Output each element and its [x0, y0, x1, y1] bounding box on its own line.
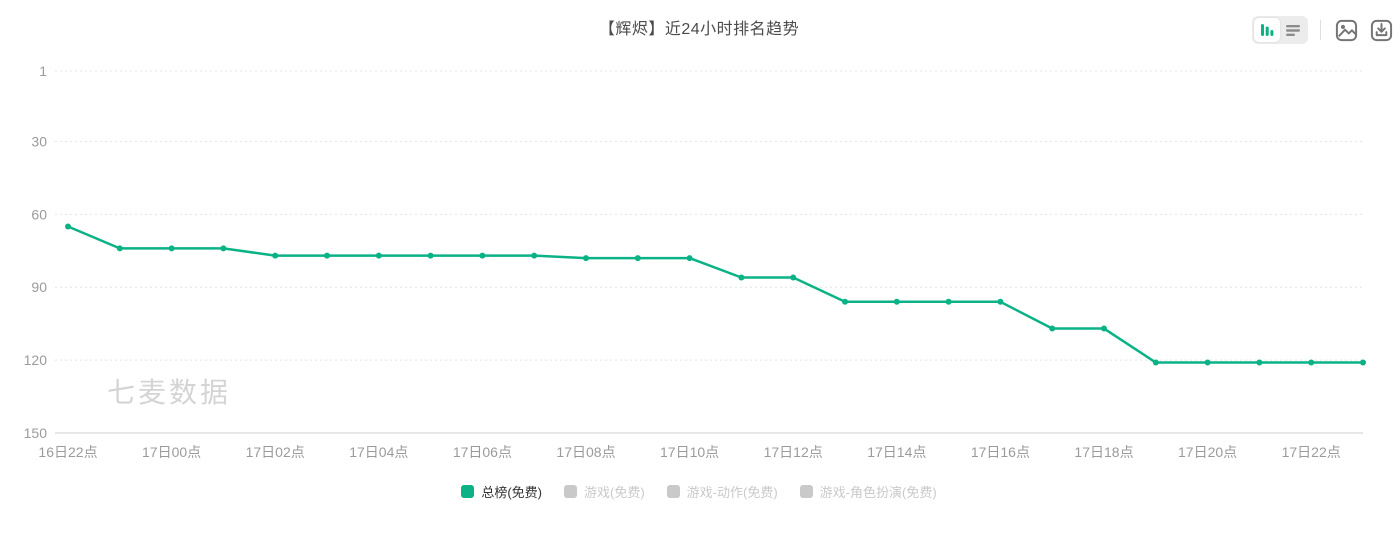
- data-point[interactable]: [1204, 359, 1211, 366]
- data-point[interactable]: [1360, 359, 1366, 366]
- x-axis-label: 17日02点: [246, 444, 305, 460]
- x-axis-label: 17日04点: [349, 444, 408, 460]
- toolbar-divider: [1320, 20, 1321, 40]
- y-axis-label: 1: [39, 63, 47, 79]
- data-point[interactable]: [531, 252, 538, 259]
- legend-label: 游戏-动作(免费): [686, 485, 778, 500]
- data-point[interactable]: [634, 255, 641, 262]
- data-point[interactable]: [1152, 359, 1159, 366]
- y-axis-label: 60: [31, 206, 47, 222]
- download-icon: [1370, 19, 1392, 41]
- x-axis-label: 16日22点: [38, 444, 97, 460]
- chart-view-toggle[interactable]: [1254, 18, 1280, 42]
- data-point[interactable]: [1308, 359, 1315, 366]
- data-point[interactable]: [583, 255, 589, 262]
- data-point[interactable]: [65, 223, 71, 230]
- legend-swatch: [461, 485, 475, 498]
- data-point[interactable]: [842, 298, 848, 305]
- data-point[interactable]: [427, 252, 434, 259]
- list-icon: [1286, 25, 1300, 36]
- data-point[interactable]: [1049, 325, 1056, 332]
- data-point[interactable]: [220, 245, 227, 252]
- x-axis-label: 17日08点: [556, 444, 615, 460]
- y-axis-label: 120: [24, 352, 48, 368]
- x-axis-label: 17日12点: [764, 444, 823, 460]
- download-button[interactable]: [1368, 17, 1394, 43]
- x-axis-label: 17日22点: [1282, 444, 1341, 460]
- legend-item-0[interactable]: 总榜(免费): [461, 482, 542, 501]
- data-point[interactable]: [1256, 359, 1263, 366]
- data-point[interactable]: [479, 252, 486, 259]
- legend-label: 游戏-角色扮演(免费): [819, 485, 937, 500]
- x-axis-label: 17日10点: [660, 444, 719, 460]
- export-image-button[interactable]: [1333, 17, 1359, 43]
- legend-label: 总榜(免费): [481, 485, 542, 500]
- data-point[interactable]: [945, 298, 952, 305]
- data-point[interactable]: [272, 252, 279, 259]
- legend-label: 游戏(免费): [584, 485, 645, 500]
- data-point[interactable]: [738, 274, 745, 281]
- data-point[interactable]: [116, 245, 123, 252]
- view-toggle-group: [1252, 16, 1308, 44]
- bar-chart-icon: [1261, 24, 1274, 36]
- x-axis-label: 17日16点: [971, 444, 1030, 460]
- data-point[interactable]: [997, 298, 1004, 305]
- watermark: 七麦数据: [107, 377, 232, 408]
- trend-line: [66, 225, 1365, 364]
- data-point[interactable]: [790, 274, 797, 281]
- legend-item-1[interactable]: 游戏(免费): [564, 482, 645, 501]
- data-point[interactable]: [1101, 325, 1107, 332]
- x-axis-label: 17日00点: [142, 444, 201, 460]
- data-point[interactable]: [893, 298, 900, 305]
- data-point[interactable]: [686, 255, 693, 262]
- x-axis-label: 17日20点: [1178, 444, 1237, 460]
- table-view-toggle[interactable]: [1280, 18, 1306, 42]
- toolbar: [1252, 15, 1394, 45]
- legend-item-2[interactable]: 游戏-动作(免费): [666, 482, 778, 501]
- data-point[interactable]: [324, 252, 330, 259]
- legend-item-3[interactable]: 游戏-角色扮演(免费): [799, 482, 937, 501]
- y-axis-label: 150: [24, 425, 48, 441]
- y-axis-label: 30: [31, 133, 47, 149]
- y-axis-label: 90: [31, 279, 47, 295]
- legend-swatch: [799, 485, 813, 498]
- x-axis-label: 17日18点: [1074, 444, 1133, 460]
- data-point[interactable]: [375, 252, 382, 259]
- legend-swatch: [564, 485, 577, 498]
- image-icon: [1335, 19, 1357, 41]
- x-axis-label: 17日14点: [867, 444, 926, 460]
- legend: 总榜(免费) 游戏(免费) 游戏-动作(免费) 游戏-角色扮演(免费): [0, 482, 1398, 501]
- legend-swatch: [666, 485, 680, 498]
- page-title: 【辉烬】近24小时排名趋势: [598, 21, 800, 38]
- x-axis-label: 17日06点: [453, 444, 512, 460]
- data-point[interactable]: [168, 245, 175, 252]
